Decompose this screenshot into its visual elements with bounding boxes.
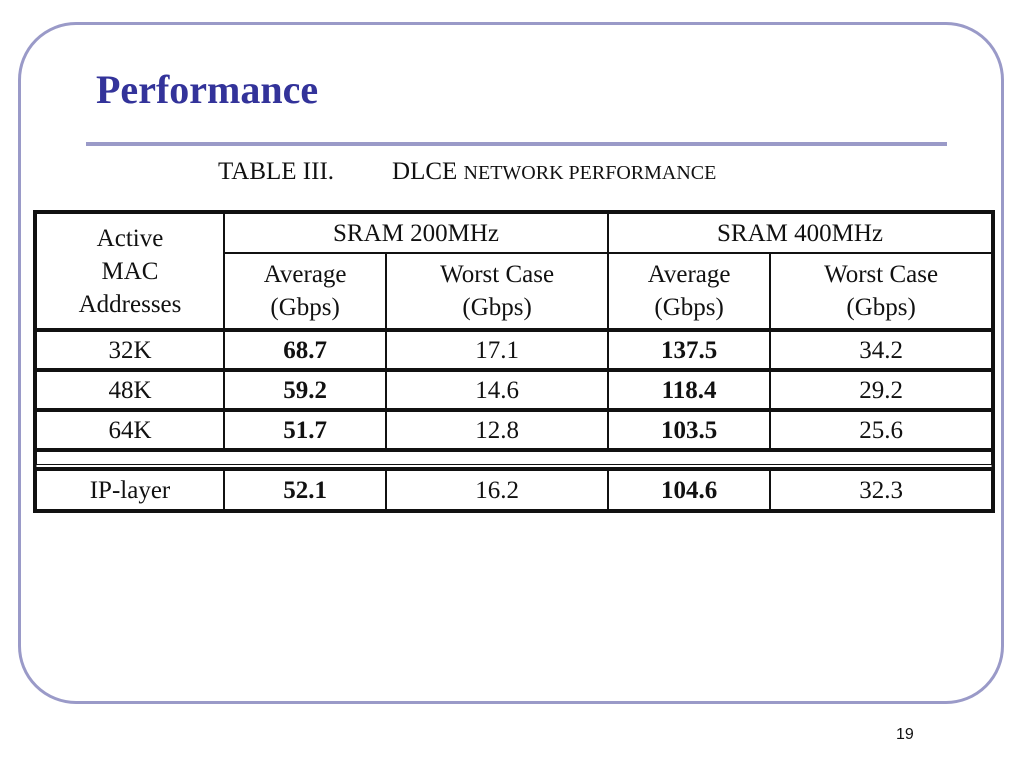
- table-cell: 16.2: [386, 468, 608, 510]
- caption-prefix: DLCE: [392, 158, 458, 185]
- table-cell: 103.5: [607, 409, 771, 449]
- table-cell-label: 32K: [36, 329, 224, 369]
- table-row-ip-layer: IP-layer 52.1 16.2 104.6 32.3: [36, 468, 992, 510]
- title-underline: [86, 142, 947, 146]
- group-header-sram-200: SRAM 200MHz: [224, 213, 608, 253]
- separator-cell: [36, 449, 992, 468]
- subheader-cell: Worst Case (Gbps): [770, 253, 992, 329]
- subheader-cell: Average (Gbps): [224, 253, 387, 329]
- caption-rest: NETWORK PERFORMANCE: [463, 162, 717, 184]
- table-cell: 51.7: [224, 409, 387, 449]
- caption-label: TABLE III.: [218, 158, 335, 185]
- subheader-unit: (Gbps): [846, 294, 916, 321]
- performance-table: Active MAC Addresses SRAM 200MHz SRAM 40…: [33, 210, 995, 513]
- subheader-unit: (Gbps): [270, 294, 340, 321]
- table-cell: 52.1: [224, 468, 387, 510]
- table-cell-label: 64K: [36, 409, 224, 449]
- table-cell: 29.2: [770, 369, 992, 409]
- row-header-line: Addresses: [78, 290, 182, 318]
- table-cell: 12.8: [386, 409, 608, 449]
- subheader-line: Worst Case: [440, 261, 555, 288]
- table-cell: 104.6: [607, 468, 771, 510]
- subheader-cell: Average (Gbps): [607, 253, 771, 329]
- slide-title: Performance: [96, 67, 319, 112]
- row-header-line: Active: [96, 224, 164, 252]
- table-cell: 137.5: [607, 329, 771, 369]
- table-cell: 68.7: [224, 329, 387, 369]
- table-row: 32K 68.7 17.1 137.5 34.2: [36, 329, 992, 369]
- subheader-unit: (Gbps): [654, 294, 724, 321]
- slide-frame: [18, 22, 1004, 704]
- table-caption: TABLE III. DLCE NETWORK PERFORMANCE: [218, 158, 716, 186]
- subheader-line: Average: [647, 261, 731, 288]
- row-header-line: MAC: [101, 257, 159, 285]
- group-header-sram-400: SRAM 400MHz: [607, 213, 992, 253]
- subheader-unit: (Gbps): [462, 294, 532, 321]
- table-cell: 25.6: [770, 409, 992, 449]
- table-row: 64K 51.7 12.8 103.5 25.6: [36, 409, 992, 449]
- table-cell: 17.1: [386, 329, 608, 369]
- table-cell-label: IP-layer: [36, 468, 224, 510]
- table-cell: 14.6: [386, 369, 608, 409]
- table-cell: 118.4: [607, 369, 771, 409]
- subheader-line: Worst Case: [824, 261, 939, 288]
- table-cell-label: 48K: [36, 369, 224, 409]
- separator-row: [36, 449, 992, 468]
- page-number: 19: [896, 726, 914, 743]
- table-cell: 34.2: [770, 329, 992, 369]
- table-cell: 32.3: [770, 468, 992, 510]
- subheader-line: Average: [263, 261, 347, 288]
- row-header-cell: Active MAC Addresses: [36, 213, 224, 329]
- table-row: 48K 59.2 14.6 118.4 29.2: [36, 369, 992, 409]
- table-cell: 59.2: [224, 369, 387, 409]
- subheader-cell: Worst Case (Gbps): [386, 253, 608, 329]
